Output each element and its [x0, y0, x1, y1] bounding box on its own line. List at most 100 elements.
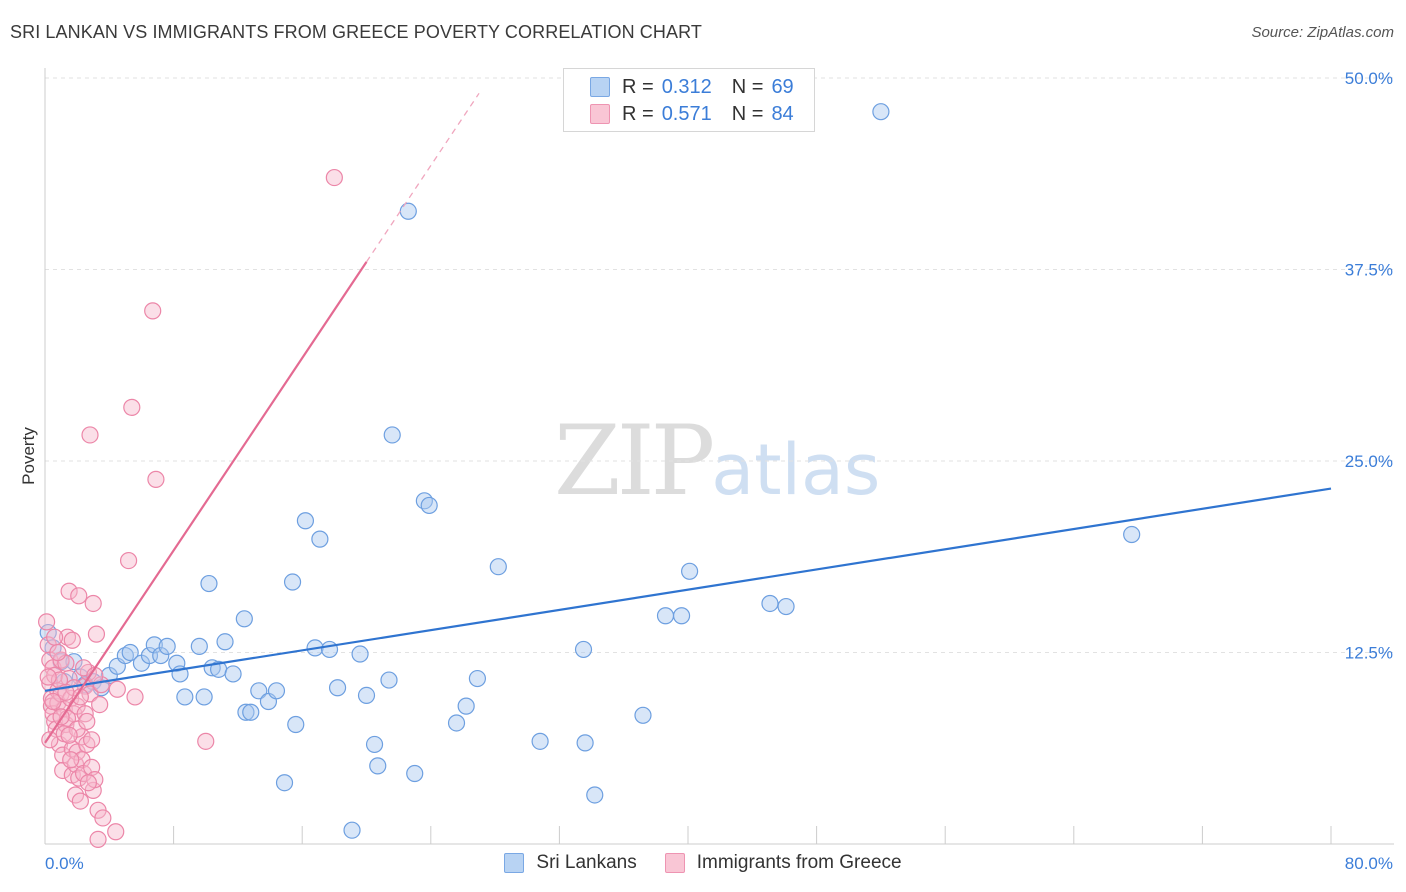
point-sri-lankans	[311, 530, 329, 548]
legend-r-label: R =	[622, 75, 654, 98]
point-greece	[144, 302, 162, 320]
series-legend-greece[interactable]: Immigrants from Greece	[664, 852, 902, 874]
gridlines	[45, 77, 1394, 653]
point-greece	[60, 726, 78, 744]
point-greece	[44, 692, 62, 711]
point-sri-lankans	[399, 202, 417, 220]
legend-r-value: 0.571	[661, 102, 712, 125]
point-sri-lankans	[275, 774, 294, 792]
point-greece	[119, 551, 138, 570]
point-sri-lankans	[420, 496, 438, 515]
point-greece	[60, 582, 78, 600]
point-greece	[39, 668, 57, 686]
point-sri-lankans	[237, 703, 255, 721]
point-greece	[89, 830, 107, 849]
point-greece	[197, 732, 215, 750]
legend-n-value: 84	[771, 102, 794, 125]
trend-line-sri-lankans	[44, 487, 1332, 692]
trend-line-greece-extension	[365, 92, 480, 263]
point-sri-lankans	[158, 637, 176, 655]
point-sri-lankans	[287, 715, 305, 734]
point-greece	[41, 731, 59, 749]
point-sri-lankans	[369, 757, 387, 775]
point-greece	[63, 631, 81, 649]
point-greece	[81, 426, 99, 444]
point-sri-lankans	[634, 706, 652, 724]
point-sri-lankans	[152, 646, 170, 665]
point-sri-lankans	[145, 636, 163, 654]
point-greece	[46, 628, 64, 646]
point-sri-lankans	[447, 714, 466, 732]
y-tick-label: 25.0%	[1345, 452, 1393, 471]
x-tick-label-min: 0.0%	[45, 854, 84, 873]
point-greece	[71, 792, 89, 810]
chart-title: SRI LANKAN VS IMMIGRANTS FROM GREECE POV…	[10, 22, 702, 42]
point-greece	[38, 613, 56, 631]
point-sri-lankans	[351, 645, 369, 663]
legend-row-greece: R = 0.571 N = 84	[590, 101, 794, 127]
point-sri-lankans	[457, 697, 475, 715]
point-greece	[54, 746, 72, 764]
point-greece	[79, 774, 98, 792]
point-sri-lankans	[168, 654, 186, 672]
point-greece	[108, 680, 126, 698]
legend-n-label: N =	[731, 75, 764, 98]
point-sri-lankans	[1123, 525, 1141, 544]
correlation-legend: R = 0.312 N = 69 R = 0.571 N = 84	[563, 68, 815, 132]
source-label: Source: ZipAtlas.com	[1251, 24, 1394, 41]
point-greece	[81, 685, 99, 703]
y-tick-label: 37.5%	[1345, 261, 1393, 280]
point-sri-lankans	[320, 640, 339, 659]
y-axis-title: Poverty	[19, 427, 38, 485]
point-greece	[91, 695, 109, 714]
point-sri-lankans	[357, 686, 376, 704]
point-greece	[94, 809, 112, 827]
series-label: Immigrants from Greece	[696, 852, 902, 873]
point-greece	[84, 594, 102, 613]
point-greece	[126, 688, 144, 706]
point-sri-lankans	[176, 688, 194, 706]
point-sri-lankans	[383, 426, 401, 444]
series-legend-sri-lankans[interactable]: Sri Lankans	[504, 852, 637, 874]
point-sri-lankans	[380, 671, 398, 689]
legend-row-sri-lankans: R = 0.312 N = 69	[590, 74, 794, 100]
point-greece	[107, 823, 125, 841]
legend-n-label: N =	[731, 102, 764, 125]
point-sri-lankans	[190, 637, 208, 655]
point-sri-lankans	[656, 607, 675, 625]
series-label: Sri Lankans	[536, 852, 637, 873]
point-sri-lankans	[586, 786, 604, 804]
point-sri-lankans	[365, 735, 384, 754]
point-sri-lankans	[872, 103, 890, 121]
point-sri-lankans	[296, 512, 315, 530]
legend-n-value: 69	[771, 75, 794, 98]
point-sri-lankans	[343, 821, 361, 839]
point-greece	[87, 625, 106, 643]
point-greece	[325, 168, 343, 187]
point-sri-lankans	[576, 734, 594, 752]
point-sri-lankans	[250, 682, 268, 700]
point-sri-lankans	[777, 597, 795, 616]
point-sri-lankans	[200, 574, 218, 593]
legend-r-value: 0.312	[661, 75, 712, 98]
point-greece	[49, 643, 67, 662]
point-greece	[78, 712, 96, 731]
point-greece	[83, 731, 101, 749]
point-greece	[123, 398, 141, 416]
point-sri-lankans	[283, 573, 302, 591]
point-greece	[70, 587, 88, 605]
point-sri-lankans	[415, 492, 433, 510]
point-sri-lankans	[531, 732, 549, 750]
data-points	[38, 103, 1141, 849]
point-sri-lankans	[672, 607, 691, 625]
series-swatch-blue	[504, 853, 525, 873]
series-legend: Sri Lankans Immigrants from Greece	[0, 852, 1406, 874]
point-sri-lankans	[574, 640, 593, 659]
point-greece	[62, 751, 80, 769]
point-sri-lankans	[489, 558, 507, 576]
point-sri-lankans	[224, 665, 242, 683]
watermark: ZIPatlas	[554, 405, 880, 517]
point-greece	[147, 470, 165, 488]
point-sri-lankans	[235, 610, 253, 628]
